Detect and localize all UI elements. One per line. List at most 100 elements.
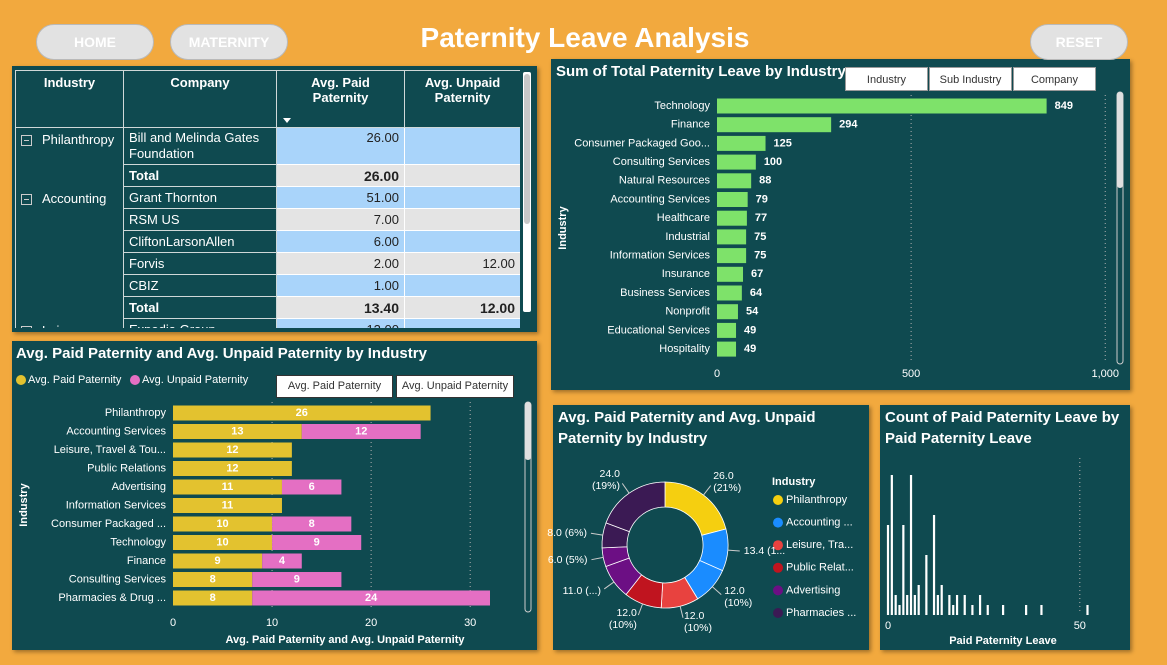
company-cell: CBIZ [123, 274, 277, 297]
y-tick-label: Business Services [620, 287, 710, 299]
leader-line [727, 549, 740, 552]
value-cell [404, 186, 520, 209]
header-text: Company [170, 75, 230, 90]
industry-cell [15, 274, 124, 297]
chart-title: Sum of Total Paternity Leave by Industry [556, 63, 846, 80]
company-cell: Total [123, 296, 277, 319]
bar [936, 595, 939, 615]
y-tick-label: Industrial [665, 231, 710, 243]
value-cell: 26.00 [276, 164, 405, 187]
bar [925, 555, 928, 615]
slice-label: 8.0 (6%) [547, 526, 587, 539]
legend-marker [130, 375, 140, 385]
header-row: Industry Company Avg. Paid Paternity Avg. U… [15, 70, 520, 128]
company-cell: CliftonLarsonAllen [123, 230, 277, 253]
bar [717, 192, 748, 207]
company-cell: Total [123, 164, 277, 187]
value-cell: 26.00 [276, 127, 405, 165]
leader-line [679, 606, 684, 618]
bar-segment [173, 590, 253, 606]
table-row: Leisure Expedia Group 12.00 [15, 318, 520, 328]
sort-icon [283, 118, 291, 123]
leader-line [621, 483, 630, 494]
cell-value: 12.00 [482, 256, 515, 271]
y-tick-label: Advertising [112, 481, 166, 493]
y-tick-label: Natural Resources [619, 175, 711, 187]
bar-segment [262, 553, 302, 569]
slicer-button[interactable]: Industry [845, 67, 928, 91]
bar-segment [272, 535, 362, 550]
header-text: Avg. Unpaid Paternity [424, 75, 501, 105]
page-title: Paternity Leave Analysis [420, 22, 750, 53]
bar [902, 525, 905, 615]
industry-cell [15, 230, 124, 253]
nav-button[interactable]: RESET [1030, 24, 1128, 60]
data-label: 26 [296, 407, 308, 419]
legend-marker [773, 517, 783, 528]
bar [940, 585, 943, 615]
slicer-button[interactable]: Avg. Paid Paternity [276, 375, 393, 398]
x-tick-label: 0 [714, 368, 720, 380]
slicer-button[interactable]: Company [1013, 67, 1096, 91]
bar [717, 304, 738, 320]
y-tick-label: Hospitality [659, 343, 710, 355]
nav-button[interactable]: HOME [36, 24, 154, 60]
slicer-button[interactable]: Avg. Unpaid Paternity [396, 375, 514, 398]
scrollbar-thumb [1117, 92, 1123, 188]
slicer-button[interactable]: Sub Industry [929, 67, 1012, 91]
leader-line [703, 485, 712, 496]
company-name: RSM US [129, 211, 180, 227]
bar [909, 475, 913, 615]
cell-value: 51.00 [366, 190, 399, 205]
value-cell [404, 274, 520, 297]
data-label: 9 [215, 555, 221, 567]
cell-value: 13.40 [363, 299, 399, 316]
bar [932, 515, 936, 615]
legend-marker [773, 608, 783, 618]
industry-cell: Leisure [15, 318, 124, 328]
y-tick-label: Educational Services [607, 324, 710, 336]
legend-label: Pharmacies ... [786, 607, 856, 619]
cell-value: 2.00 [373, 256, 399, 271]
industry-cell: Accounting Services [15, 186, 124, 209]
company-name: Forvis [129, 255, 165, 271]
column-header: Avg. Paid Paternity [276, 70, 405, 128]
expand-icon [21, 193, 32, 205]
data-label: 75 [754, 250, 766, 262]
bar [894, 595, 897, 615]
bar [717, 341, 737, 357]
chart-panel [551, 59, 1130, 390]
legend-label: Avg. Paid Paternity [28, 374, 122, 386]
y-tick-label: Consumer Packaged Goo... [574, 137, 710, 149]
nav-button[interactable]: MATERNITY [170, 24, 288, 60]
legend-marker [16, 375, 26, 385]
industry-cell [15, 208, 124, 231]
data-label: 8 [309, 518, 315, 530]
data-label: 10 [216, 518, 228, 530]
company-name: Total [129, 299, 160, 315]
bar-segment [272, 516, 352, 532]
legend-marker [773, 562, 783, 573]
data-label: 49 [744, 343, 756, 355]
header-text: Industry [43, 75, 96, 90]
bar [986, 605, 989, 615]
value-cell [404, 127, 520, 165]
bar-segment [173, 498, 282, 513]
value-cell [404, 164, 520, 187]
data-label: 12 [355, 425, 367, 437]
y-tick-label: Healthcare [657, 212, 710, 224]
bar [717, 266, 744, 282]
legend-label: Advertising [786, 584, 840, 596]
bar [963, 595, 966, 615]
value-cell [404, 318, 520, 328]
column-header: Industry [15, 70, 124, 128]
legend-label: Public Relat... [786, 562, 854, 574]
company-name: CBIZ [129, 277, 159, 293]
bar [913, 595, 916, 615]
bar [1025, 605, 1028, 615]
leader-line [711, 586, 722, 595]
slice-label: 13.4 (1... [743, 545, 786, 558]
bar [717, 154, 756, 170]
data-label: 8 [210, 592, 216, 604]
